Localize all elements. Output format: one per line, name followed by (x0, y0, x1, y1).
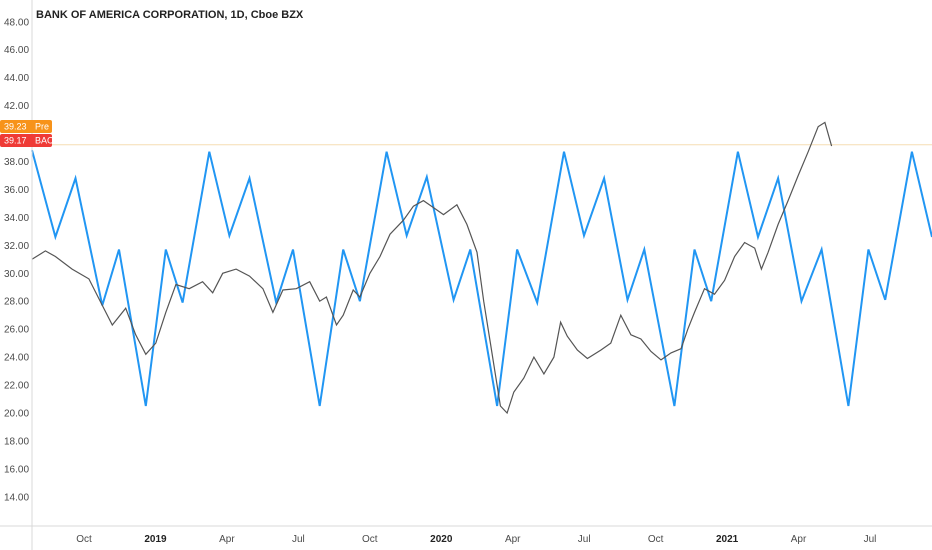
x-tick-label: Jul (292, 534, 305, 545)
badge-label: BAC (35, 136, 54, 146)
y-tick-label: 18.00 (4, 436, 29, 447)
badge-value: 39.17 (4, 136, 27, 146)
x-axis: Oct 2019 Apr Jul Oct 2020 Apr Jul Oct 2021 Apr Jul (0, 525, 932, 545)
y-tick-label: 36.00 (4, 185, 29, 196)
y-tick-label: 44.00 (4, 73, 29, 84)
x-tick-label: Jul (864, 534, 877, 545)
y-tick-label: 28.00 (4, 297, 29, 308)
y-tick-label: 14.00 (4, 492, 29, 503)
y-tick-label: 42.00 (4, 101, 29, 112)
y-tick-label: 24.00 (4, 353, 29, 364)
y-tick-label: 32.00 (4, 241, 29, 252)
y-tick-label: 22.00 (4, 381, 29, 392)
price-badge-bac: 39.17 BAC (0, 134, 54, 147)
x-tick-label: Apr (505, 534, 521, 545)
x-tick-label: 2019 (144, 534, 167, 545)
y-tick-label: 46.00 (4, 45, 29, 56)
price-badge-pre: 39.23 Pre (0, 120, 52, 133)
chart-title: BANK OF AMERICA CORPORATION, 1D, Cboe BZ… (36, 9, 304, 21)
y-tick-label: 26.00 (4, 325, 29, 336)
x-tick-label: Jul (578, 534, 591, 545)
x-tick-label: Apr (219, 534, 235, 545)
cycle-line (31, 150, 932, 407)
y-tick-label: 16.00 (4, 464, 29, 475)
y-tick-label: 48.00 (4, 17, 29, 28)
x-tick-label: Oct (76, 534, 92, 545)
series-layer (31, 121, 932, 415)
y-tick-label: 20.00 (4, 409, 29, 420)
price-line (31, 121, 833, 415)
x-tick-label: Apr (791, 534, 807, 545)
y-tick-label: 38.00 (4, 157, 29, 168)
badge-value: 39.23 (4, 122, 27, 132)
y-tick-label: 34.00 (4, 213, 29, 224)
x-tick-label: Oct (362, 534, 378, 545)
y-axis: 48.00 46.00 44.00 42.00 38.00 36.00 34.00 32.00… (4, 0, 33, 550)
price-badges: 39.23 Pre 39.17 BAC (0, 120, 54, 147)
y-tick-label: 30.00 (4, 269, 29, 280)
x-tick-label: 2020 (430, 534, 453, 545)
x-tick-label: Oct (648, 534, 664, 545)
x-tick-label: 2021 (716, 534, 739, 545)
badge-label: Pre (35, 122, 49, 132)
